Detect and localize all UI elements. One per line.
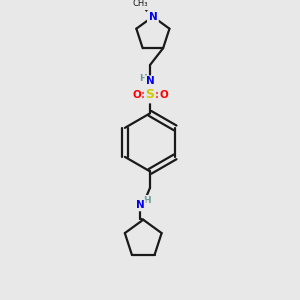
Text: N: N bbox=[136, 200, 145, 210]
Text: CH₃: CH₃ bbox=[133, 0, 148, 8]
Text: O: O bbox=[132, 90, 141, 100]
Text: O: O bbox=[159, 90, 168, 100]
Text: N: N bbox=[146, 76, 154, 86]
Text: H: H bbox=[140, 74, 147, 83]
Text: S: S bbox=[146, 88, 154, 101]
Text: H: H bbox=[143, 196, 151, 205]
Text: N: N bbox=[148, 12, 157, 22]
